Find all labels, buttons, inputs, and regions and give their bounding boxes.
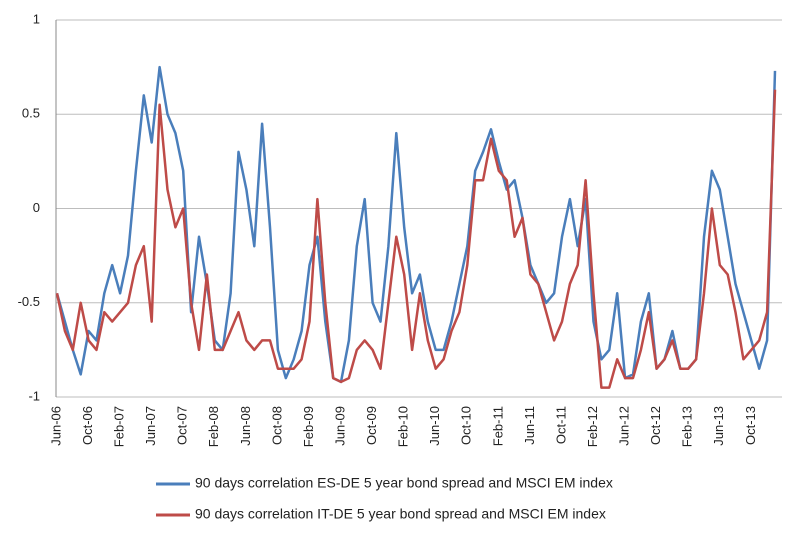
x-tick-label: Feb-07 xyxy=(112,406,127,447)
x-tick-label: Feb-10 xyxy=(396,406,411,447)
legend-label: 90 days correlation IT-DE 5 year bond sp… xyxy=(195,506,606,522)
x-tick-label: Oct-06 xyxy=(80,406,95,445)
x-tick-label: Feb-13 xyxy=(680,406,695,447)
x-tick-label: Jun-07 xyxy=(143,406,158,446)
series-line xyxy=(55,89,777,389)
x-tick-label: Oct-08 xyxy=(269,406,284,445)
y-tick-label: 0 xyxy=(33,200,40,215)
x-tick-label: Feb-11 xyxy=(490,406,505,446)
x-tick-label: Jun-09 xyxy=(332,406,347,446)
x-tick-label: Oct-13 xyxy=(743,406,758,445)
legend: 90 days correlation ES-DE 5 year bond sp… xyxy=(156,475,613,522)
x-tick-label: Oct-12 xyxy=(648,406,663,445)
x-tick-label: Jun-10 xyxy=(427,406,442,446)
y-tick-label: 1 xyxy=(33,11,40,26)
x-tick-label: Oct-11 xyxy=(553,406,568,444)
y-tick-label: -0.5 xyxy=(18,294,40,309)
x-tick-label: Feb-12 xyxy=(585,406,600,447)
x-tick-label: Jun-13 xyxy=(711,406,726,446)
x-tick-label: Jun-06 xyxy=(48,406,63,446)
x-tick-label: Oct-09 xyxy=(364,406,379,445)
y-tick-label: 0.5 xyxy=(22,106,40,121)
legend-label: 90 days correlation ES-DE 5 year bond sp… xyxy=(195,475,613,491)
x-tick-label: Oct-07 xyxy=(175,406,190,445)
y-tick-label: -1 xyxy=(28,388,40,403)
x-tick-label: Jun-11 xyxy=(522,406,537,445)
x-tick-label: Oct-10 xyxy=(459,406,474,445)
x-tick-label: Feb-08 xyxy=(206,406,221,447)
x-tick-label: Feb-09 xyxy=(301,406,316,447)
x-tick-label: Jun-12 xyxy=(617,406,632,446)
x-tick-label: Jun-08 xyxy=(238,406,253,446)
